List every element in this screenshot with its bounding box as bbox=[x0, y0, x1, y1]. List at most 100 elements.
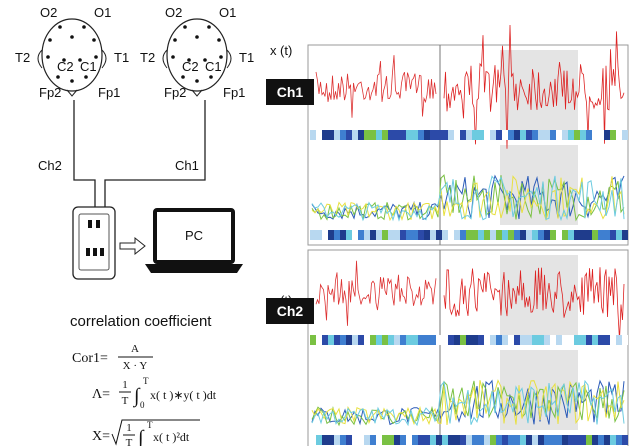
x-num: 1 bbox=[126, 422, 132, 434]
formula-heading: correlation coefficient bbox=[70, 313, 212, 330]
state-bar bbox=[346, 230, 352, 240]
state-bar bbox=[508, 130, 514, 140]
state-bar bbox=[538, 230, 544, 240]
state-bar bbox=[448, 335, 454, 345]
head bbox=[41, 18, 103, 92]
nose bbox=[66, 89, 78, 97]
state-bar bbox=[562, 230, 568, 240]
formula: correlation coefficient Cor1= A X · Y Λ=… bbox=[70, 313, 217, 446]
eeg-trace bbox=[315, 260, 437, 326]
eeg-screens bbox=[307, 24, 629, 446]
signal-symbol: x bbox=[270, 43, 277, 58]
laptop-base bbox=[145, 264, 243, 273]
state-bar bbox=[346, 435, 352, 445]
state-bar bbox=[580, 335, 586, 345]
state-bar bbox=[412, 435, 418, 445]
state-bar bbox=[394, 435, 400, 445]
state-bar bbox=[334, 130, 340, 140]
state-bar bbox=[592, 130, 598, 140]
state-bar bbox=[340, 335, 346, 345]
eeg-panel bbox=[307, 24, 629, 246]
electrode bbox=[70, 35, 74, 39]
state-bar bbox=[436, 435, 442, 445]
state-bar bbox=[310, 435, 316, 445]
spectrum bbox=[311, 379, 625, 427]
state-bar bbox=[610, 230, 616, 240]
state-bar bbox=[436, 230, 442, 240]
channel-badge bbox=[266, 79, 314, 105]
state-bar bbox=[496, 435, 502, 445]
state-bar bbox=[466, 435, 472, 445]
state-bar bbox=[616, 230, 622, 240]
spectrum bbox=[311, 175, 625, 222]
state-bar bbox=[334, 335, 340, 345]
state-bar bbox=[526, 230, 532, 240]
state-bar bbox=[610, 435, 616, 445]
state-bar bbox=[538, 435, 544, 445]
state-bar bbox=[364, 230, 370, 240]
laptop-screen bbox=[153, 208, 235, 264]
x-body: x( t )²dt bbox=[153, 430, 190, 444]
state-bar bbox=[496, 335, 502, 345]
sqrt bbox=[111, 419, 200, 446]
state-bar bbox=[496, 130, 502, 140]
state-bar bbox=[550, 130, 556, 140]
electrode-label: Fp2 bbox=[164, 85, 186, 100]
state-bar bbox=[436, 130, 442, 140]
state-bar bbox=[382, 130, 388, 140]
state-bar bbox=[346, 130, 352, 140]
state-bar bbox=[586, 130, 592, 140]
state-bar bbox=[484, 230, 490, 240]
state-bar bbox=[538, 130, 544, 140]
cor-lhs: Cor1= bbox=[72, 351, 108, 366]
state-bar bbox=[502, 230, 508, 240]
state-bar bbox=[406, 435, 412, 445]
state-bar bbox=[376, 335, 382, 345]
state-bar bbox=[598, 435, 604, 445]
electrode-label: C1 bbox=[205, 59, 222, 74]
state-bar bbox=[550, 435, 556, 445]
state-bar bbox=[622, 130, 628, 140]
state-bar bbox=[616, 435, 622, 445]
state-bar bbox=[508, 435, 514, 445]
state-bar bbox=[478, 230, 484, 240]
state-bar bbox=[574, 335, 580, 345]
electrode-label: T1 bbox=[239, 50, 254, 65]
electrode-label: O1 bbox=[219, 5, 236, 20]
electrode bbox=[209, 75, 213, 79]
electrode-label: C2 bbox=[57, 59, 74, 74]
state-bar bbox=[394, 335, 400, 345]
state-bar bbox=[316, 435, 322, 445]
device-panel bbox=[78, 213, 110, 271]
wire-label: Ch1 bbox=[175, 158, 199, 173]
state-bar bbox=[466, 230, 472, 240]
state-bar bbox=[328, 230, 334, 240]
wire bbox=[104, 100, 206, 210]
state-bar bbox=[484, 130, 490, 140]
state-bar bbox=[310, 230, 316, 240]
state-bar bbox=[352, 230, 358, 240]
state-bar bbox=[340, 230, 346, 240]
state-bar bbox=[418, 435, 424, 445]
state-bar bbox=[376, 130, 382, 140]
state-bar bbox=[574, 130, 580, 140]
state-bar bbox=[442, 335, 448, 345]
device-button bbox=[93, 248, 97, 256]
electrode-label: C2 bbox=[182, 59, 199, 74]
state-bar bbox=[436, 335, 442, 345]
setup-diagram: O2 O1 T2 T1 C2 C1 Fp2 Fp1 O2 O1 T2 T1 C2 C1 Fp2 Fp1 Ch2 C… bbox=[15, 5, 254, 280]
state-bar bbox=[592, 335, 598, 345]
state-bar bbox=[328, 435, 334, 445]
state-bar bbox=[388, 230, 394, 240]
state-bar bbox=[502, 130, 508, 140]
state-bar bbox=[412, 335, 418, 345]
state-bar bbox=[418, 335, 424, 345]
electrode bbox=[62, 58, 66, 62]
x-den: T bbox=[126, 437, 133, 446]
state-bar bbox=[484, 335, 490, 345]
cor-num: A bbox=[131, 343, 139, 355]
state-bar bbox=[418, 130, 424, 140]
electrode bbox=[92, 38, 96, 42]
state-bar bbox=[532, 435, 538, 445]
